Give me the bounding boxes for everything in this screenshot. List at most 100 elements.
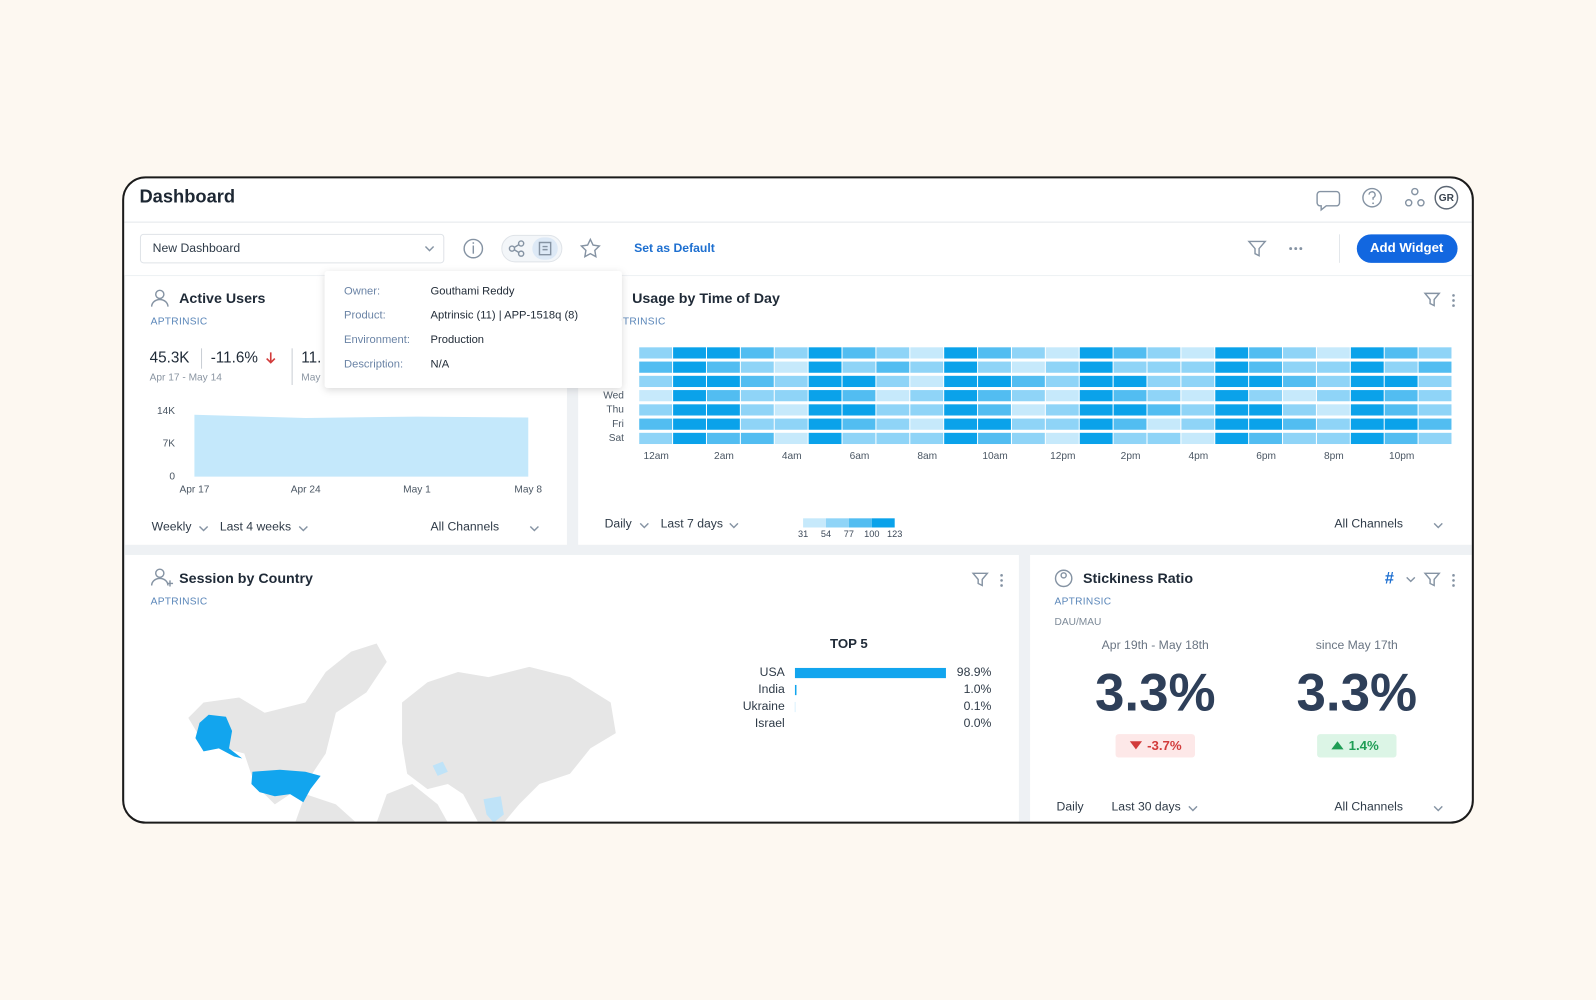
more-icon[interactable] bbox=[1000, 573, 1003, 587]
category-label: Israel bbox=[755, 716, 785, 730]
heat-cell bbox=[1215, 375, 1249, 388]
more-icon[interactable] bbox=[1452, 573, 1455, 587]
filter-dropdown[interactable]: Weekly bbox=[152, 520, 193, 534]
info-icon[interactable] bbox=[463, 238, 484, 259]
apps-icon[interactable] bbox=[1404, 187, 1425, 207]
change-value: 1.4% bbox=[1349, 738, 1379, 753]
heat-cell bbox=[1384, 404, 1418, 416]
heat-cell bbox=[1316, 347, 1350, 359]
filter-dropdown[interactable]: Last 7 days bbox=[661, 517, 723, 531]
heat-cell bbox=[774, 375, 808, 388]
heat-cell bbox=[740, 418, 774, 430]
heat-cell bbox=[944, 404, 978, 416]
heat-cell bbox=[1147, 404, 1181, 416]
heat-cell bbox=[842, 418, 876, 430]
heat-cell bbox=[639, 432, 673, 445]
heat-cell bbox=[740, 432, 774, 445]
more-icon[interactable] bbox=[1452, 294, 1455, 307]
kpi-value: 45.3K bbox=[150, 350, 190, 367]
x-tick-label: 4pm bbox=[1188, 451, 1208, 462]
heat-cell bbox=[978, 418, 1011, 430]
help-icon[interactable] bbox=[1362, 187, 1382, 208]
heat-cell bbox=[1113, 404, 1147, 416]
heat-cell bbox=[706, 404, 740, 416]
heat-cell bbox=[1045, 375, 1079, 388]
star-icon[interactable] bbox=[579, 237, 601, 258]
add-widget-button[interactable] bbox=[1356, 234, 1458, 263]
heat-cell bbox=[1350, 361, 1384, 373]
heat-cell bbox=[944, 375, 978, 388]
heat-cell bbox=[639, 390, 673, 402]
filter-dropdown[interactable]: All Channels bbox=[1334, 517, 1403, 531]
heat-cell bbox=[673, 375, 706, 388]
filter-icon[interactable] bbox=[1423, 292, 1441, 307]
chevron bbox=[1433, 805, 1443, 812]
chat-icon[interactable] bbox=[1316, 190, 1341, 212]
y-tick-label: Fri bbox=[612, 419, 624, 430]
heat-cell bbox=[1147, 375, 1181, 388]
legend-tick: 123 bbox=[887, 529, 902, 539]
heat-cell bbox=[774, 361, 808, 373]
filter-icon[interactable] bbox=[1247, 240, 1267, 257]
x-tick-label: 6am bbox=[850, 451, 870, 462]
heat-cell bbox=[876, 361, 910, 373]
up-triangle bbox=[1331, 741, 1344, 750]
dot bbox=[1452, 299, 1455, 302]
button-label[interactable]: Add Widget bbox=[1370, 240, 1444, 255]
filter-dropdown[interactable]: Daily bbox=[605, 517, 633, 531]
format-toggle[interactable]: # bbox=[1385, 570, 1394, 588]
widget-title: Session by Country bbox=[179, 571, 313, 587]
filter-icon[interactable] bbox=[971, 572, 989, 587]
heat-cell bbox=[978, 375, 1011, 388]
heat-cell bbox=[944, 432, 978, 445]
tooltip-value: Aptrinsic (11) | APP-1518q (8) bbox=[431, 310, 579, 322]
heat-cell bbox=[1215, 418, 1249, 430]
dot bbox=[1452, 579, 1455, 582]
legend-tick: 100 bbox=[864, 529, 879, 539]
ring bbox=[1054, 569, 1073, 588]
filter-dropdown[interactable]: Last 30 days bbox=[1112, 800, 1181, 814]
dot bbox=[1452, 584, 1455, 587]
set-default-link[interactable]: Set as Default bbox=[634, 241, 715, 255]
heat-cell bbox=[876, 432, 910, 445]
bar bbox=[794, 684, 797, 696]
heat-cell bbox=[774, 432, 808, 445]
filter-icon[interactable] bbox=[1423, 572, 1441, 587]
dashboard-select[interactable] bbox=[139, 233, 445, 264]
more-icon[interactable] bbox=[1289, 247, 1303, 251]
dot bbox=[1000, 584, 1003, 587]
heat-cell bbox=[808, 432, 842, 445]
share-icon[interactable] bbox=[508, 240, 525, 257]
heat-cell bbox=[842, 390, 876, 402]
heat-cell bbox=[910, 347, 944, 359]
heat-cell bbox=[673, 432, 706, 445]
heat-cell bbox=[1181, 432, 1215, 445]
tooltip-label: Environment: bbox=[344, 334, 410, 346]
heat-cell bbox=[740, 361, 774, 373]
down-arrow bbox=[266, 352, 276, 364]
heat-cell bbox=[842, 361, 876, 373]
heat-cell bbox=[1045, 418, 1079, 430]
heat-cell bbox=[842, 347, 876, 359]
heat-cell bbox=[1011, 404, 1045, 416]
tooltip-label: Description: bbox=[344, 359, 403, 371]
filter-dropdown[interactable]: Last 4 weeks bbox=[220, 520, 291, 534]
avatar[interactable] bbox=[1434, 185, 1459, 210]
heat-cell bbox=[808, 418, 842, 430]
category-label: USA bbox=[760, 665, 786, 679]
heat-cell bbox=[1350, 347, 1384, 359]
heat-cell bbox=[673, 418, 706, 430]
chart-title: TOP 5 bbox=[830, 636, 868, 651]
kpi-change: -11.6% bbox=[211, 350, 259, 367]
heat-cell bbox=[1350, 432, 1384, 445]
heat-cell bbox=[1249, 418, 1283, 430]
heat-cell bbox=[978, 361, 1011, 373]
filter-dropdown[interactable]: All Channels bbox=[431, 520, 500, 534]
active-toggle[interactable] bbox=[532, 237, 558, 260]
heat-cell bbox=[639, 404, 673, 416]
x-tick-label: 6pm bbox=[1256, 451, 1276, 462]
filter-dropdown[interactable]: Daily bbox=[1057, 800, 1085, 814]
heat-cell bbox=[1418, 404, 1452, 416]
heat-cell bbox=[842, 404, 876, 416]
filter-dropdown[interactable]: All Channels bbox=[1334, 800, 1403, 814]
